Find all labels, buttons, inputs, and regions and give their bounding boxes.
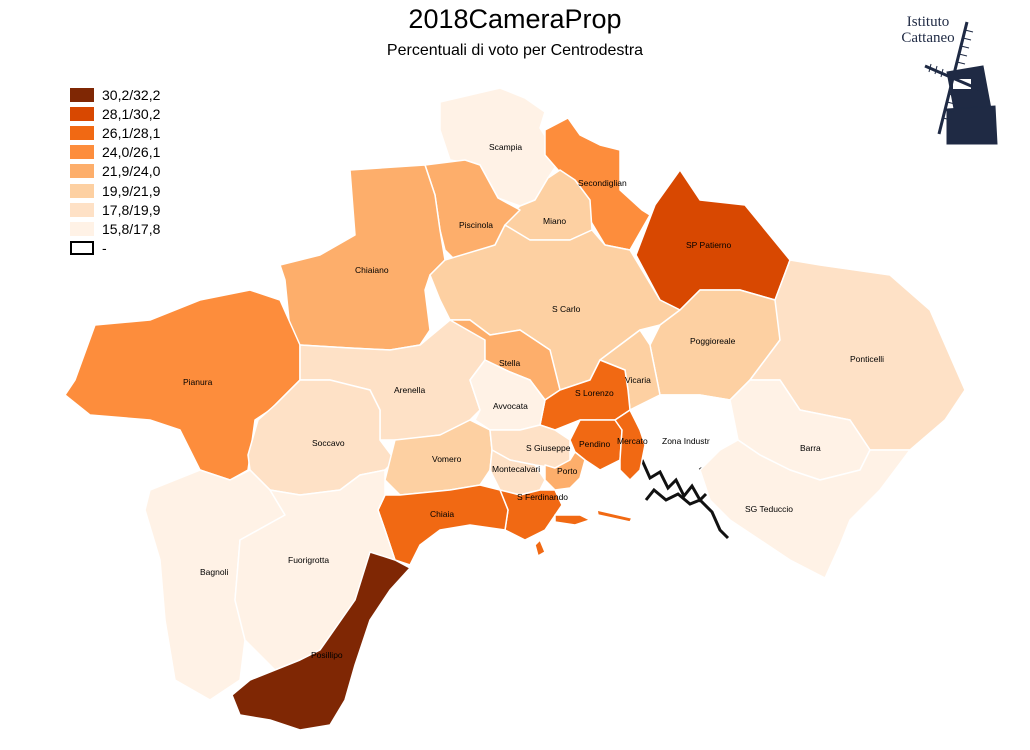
label-zona-industriale: Zona Industr [662, 436, 710, 446]
district-posillipo [231, 551, 411, 731]
label-porto: Porto [557, 466, 578, 476]
label-ponticelli: Ponticelli [850, 354, 884, 364]
label-montecalvario: Montecalvari [492, 464, 540, 474]
label-stella: Stella [499, 358, 521, 368]
label-secondigliano: Secondiglian [578, 178, 627, 188]
label-pendino: Pendino [579, 439, 610, 449]
legend: 30,2/32,2 28,1/30,2 26,1/28,1 24,0/26,1 … [70, 85, 160, 258]
legend-item: 30,2/32,2 [70, 85, 160, 104]
district-labels: Scampia Secondiglian Miano Piscinola Chi… [183, 142, 884, 660]
label-posillipo: Posillipo [311, 650, 343, 660]
label-arenella: Arenella [394, 385, 425, 395]
label-soccavo: Soccavo [312, 438, 345, 448]
legend-swatch [70, 221, 94, 236]
legend-swatch [70, 125, 94, 140]
district-sg-teduccio [699, 439, 911, 579]
legend-swatch [70, 183, 94, 198]
label-vicaria: Vicaria [625, 375, 651, 385]
windmill-icon [924, 21, 998, 145]
legend-label: 24,0/26,1 [102, 144, 161, 161]
label-poggioreale: Poggioreale [690, 336, 736, 346]
label-vomero: Vomero [432, 454, 462, 464]
label-s-carlo: S Carlo [552, 304, 581, 314]
label-avvocata: Avvocata [493, 401, 528, 411]
logo-line-2: Cattaneo [901, 30, 955, 46]
legend-swatch [70, 106, 94, 121]
label-mercato: Mercato [617, 436, 648, 446]
legend-label: 21,9/24,0 [102, 163, 161, 180]
label-piscinola: Piscinola [459, 220, 493, 230]
legend-label: 15,8/17,8 [102, 220, 161, 237]
label-chiaia: Chiaia [430, 509, 454, 519]
label-bagnoli: Bagnoli [200, 567, 228, 577]
legend-item: 21,9/24,0 [70, 162, 160, 181]
legend-item: 28,1/30,2 [70, 104, 160, 123]
legend-item: 24,0/26,1 [70, 143, 160, 162]
legend-item: 19,9/21,9 [70, 181, 160, 200]
logo-text: Istituto Cattaneo [889, 14, 967, 46]
label-s-ferdinando: S Ferdinando [517, 492, 568, 502]
label-fuorigrotta: Fuorigrotta [288, 555, 329, 565]
legend-swatch [70, 202, 94, 217]
legend-label: 30,2/32,2 [102, 86, 161, 103]
district-chiaia [377, 484, 509, 566]
map-subtitle: Percentuali di voto per Centrodestra [386, 42, 644, 59]
label-miano: Miano [543, 216, 566, 226]
pier-santa-lucia [554, 514, 591, 526]
map-title: 2018CameraProp [408, 4, 622, 34]
district-mercato [614, 409, 646, 481]
pier-mergellina [596, 509, 633, 523]
legend-swatch [70, 87, 94, 102]
label-sp-patierno: SP Patierno [686, 240, 731, 250]
label-pianura: Pianura [183, 377, 213, 387]
logo-line-1: Istituto [906, 14, 950, 30]
district-porto [544, 451, 586, 491]
label-s-giuseppe: S Giuseppe [526, 443, 571, 453]
legend-label: 17,8/19,9 [102, 201, 161, 218]
label-chiaiano: Chiaiano [355, 265, 389, 275]
legend-swatch [70, 164, 94, 179]
legend-label: 26,1/28,1 [102, 124, 161, 141]
label-scampia: Scampia [489, 142, 522, 152]
legend-item: - [70, 239, 160, 258]
legend-item: 15,8/17,8 [70, 219, 160, 238]
legend-label: 19,9/21,9 [102, 182, 161, 199]
label-s-lorenzo: S Lorenzo [575, 388, 614, 398]
legend-label: - [102, 240, 107, 257]
label-sg-teduccio: SG Teduccio [745, 504, 793, 514]
legend-swatch [70, 145, 94, 160]
district-chiaiano [279, 164, 446, 351]
istituto-cattaneo-logo: Istituto Cattaneo [885, 14, 1005, 149]
legend-label: 28,1/30,2 [102, 105, 161, 122]
pier-molo [534, 539, 546, 557]
legend-swatch [70, 241, 94, 256]
legend-item: 26,1/28,1 [70, 123, 160, 142]
legend-item: 17,8/19,9 [70, 200, 160, 219]
label-barra: Barra [800, 443, 821, 453]
